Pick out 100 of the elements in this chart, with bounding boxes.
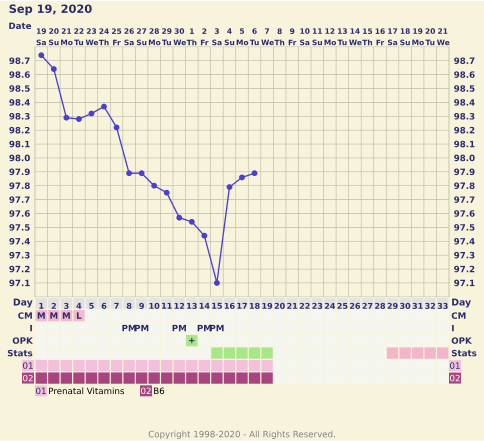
point: [164, 190, 170, 196]
text: OPK: [12, 337, 33, 344]
y2-tick-label: 98.0: [454, 154, 475, 162]
y2-tick-label: 98.5: [454, 85, 474, 92]
point: [101, 104, 107, 110]
x2-tick-label: 12: [174, 302, 184, 309]
text: M: [38, 312, 45, 319]
x2-tick-label: 6: [102, 302, 106, 309]
x2-tick-label: 4: [76, 302, 82, 309]
y2-tick-label: 97.6: [454, 210, 475, 217]
x2-tick-label: 19: [262, 302, 272, 309]
text: +: [189, 338, 195, 344]
text: 02: [450, 374, 460, 382]
point: [239, 174, 245, 180]
y-tick-label: 97.5: [9, 224, 30, 231]
text: L: [76, 312, 82, 319]
point: [76, 116, 82, 122]
y-tick-label: 98.7: [9, 58, 30, 64]
x2-tick-label: 21: [287, 302, 298, 309]
y-tick-label: 97.2: [9, 266, 30, 272]
point: [151, 182, 158, 189]
text: 01: [23, 362, 33, 369]
point: [176, 214, 182, 221]
y-tick-label: 97.3: [9, 252, 30, 259]
y-tick-label: 97.4: [9, 238, 30, 245]
x2-tick-label: 28: [375, 302, 386, 309]
y-tick-label: 97.6: [9, 210, 30, 217]
y2-tick-label: 97.9: [454, 168, 475, 176]
x2-tick-label: 3: [64, 302, 69, 309]
point: [188, 218, 195, 225]
y2-tick-label: 98.1: [454, 140, 475, 148]
point: [88, 110, 94, 117]
x2-tick-label: 25: [337, 302, 348, 309]
text: OPK: [452, 337, 472, 344]
text: Day: [452, 298, 471, 308]
point: [201, 232, 208, 239]
y2-tick-label: 97.2: [454, 266, 474, 272]
x2-tick-label: 20: [274, 302, 285, 309]
x2-tick-label: 7: [114, 302, 119, 309]
x2-tick-label: 22: [300, 302, 310, 309]
y2-tick-label: 98.6: [454, 71, 475, 78]
y2-tick-label: 97.5: [454, 224, 474, 231]
y-tick-label: 98.5: [9, 85, 30, 92]
text: 02: [23, 374, 33, 382]
point: [38, 52, 44, 58]
text: 01: [450, 362, 460, 369]
point: [252, 170, 258, 176]
text: I: [452, 325, 454, 332]
x2-tick-label: 30: [400, 302, 410, 309]
text: PM: [172, 325, 186, 332]
y-tick-label: 98.6: [9, 71, 30, 78]
y-tick-label: 97.8: [9, 182, 30, 190]
x2-tick-label: 26: [350, 302, 360, 309]
point: [214, 280, 220, 286]
y-tick-label: 97.1: [9, 280, 30, 286]
x2-tick-label: 11: [162, 302, 172, 309]
y-tick-label: 97.7: [9, 196, 30, 203]
text: Day: [14, 298, 33, 308]
x2-tick-label: 9: [139, 302, 144, 309]
x2-tick-label: 33: [438, 302, 448, 309]
x2-tick-label: 29: [388, 302, 398, 309]
point: [138, 170, 145, 176]
y-tick-label: 98.4: [9, 99, 30, 106]
x2-tick-label: 32: [425, 302, 436, 309]
y2-tick-label: 98.4: [454, 99, 475, 106]
text: M: [62, 312, 70, 319]
x2-tick-label: 2: [52, 302, 56, 309]
y2-tick-label: 97.1: [454, 280, 475, 286]
y-tick-label: 98.3: [9, 113, 30, 120]
y-tick-label: 98.0: [9, 154, 30, 162]
point: [63, 114, 70, 121]
chart-title: Sep 19, 2020: [10, 4, 92, 16]
text: 02: [141, 388, 151, 394]
x2-tick-label: 1: [39, 302, 44, 309]
y2-tick-label: 97.8: [454, 182, 475, 190]
x2-tick-label: 24: [324, 302, 336, 309]
x2-tick-label: 31: [412, 302, 423, 309]
y2-tick-label: 98.3: [454, 113, 474, 120]
x2-tick-label: 15: [212, 302, 222, 309]
y2-tick-label: 97.3: [454, 252, 474, 259]
text: 01: [36, 388, 46, 394]
text: Date: [9, 22, 32, 30]
y2-tick-label: 98.2: [454, 126, 474, 134]
text: B6: [154, 388, 164, 394]
x2-tick-label: 10: [150, 302, 160, 309]
text: Stats: [8, 350, 32, 356]
text: Prenatal Vitamins: [49, 388, 124, 394]
y2-tick-label: 98.7: [454, 58, 474, 64]
x2-tick-label: 14: [200, 302, 210, 309]
y2-tick-label: 97.4: [454, 238, 475, 245]
point: [126, 170, 132, 176]
x2-tick-label: 23: [312, 302, 322, 309]
text: Copyright 1998-2020 - All Rights Reserved.: [148, 430, 335, 440]
text: CM: [452, 312, 466, 319]
y-tick-label: 97.9: [9, 168, 30, 176]
y-tick-label: 98.2: [9, 126, 30, 134]
x2-tick-label: 16: [224, 302, 235, 309]
point: [226, 184, 232, 190]
text: CM: [18, 312, 32, 319]
text: M: [50, 312, 58, 319]
